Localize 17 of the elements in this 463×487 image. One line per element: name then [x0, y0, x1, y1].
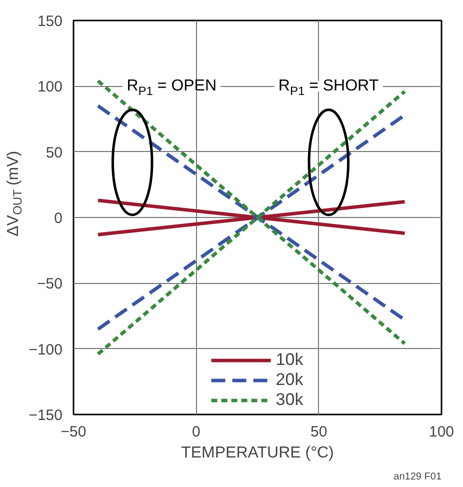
y-tick-label: 50: [46, 144, 63, 162]
x-tick-label: 100: [428, 424, 454, 440]
x-tick-label: 0: [192, 424, 200, 440]
y-tick-label: −100: [28, 341, 63, 358]
y-tick-label: −50: [37, 276, 63, 293]
legend-label: 10k: [276, 350, 304, 370]
y-tick-label: 150: [37, 13, 63, 30]
x-axis-title: TEMPERATURE (°C): [181, 444, 334, 462]
x-tick-label: 50: [310, 424, 328, 440]
text: an129 F01: [394, 472, 442, 482]
x-tick-label: −50: [60, 424, 86, 440]
y-tick-label: 0: [54, 210, 62, 227]
y-axis-title: ΔVOUT (mV): [5, 150, 24, 236]
y-tick-label: −150: [28, 407, 63, 424]
legend-label: 20k: [276, 370, 304, 390]
legend-label: 30k: [276, 390, 304, 410]
y-tick-label: 100: [37, 78, 63, 96]
